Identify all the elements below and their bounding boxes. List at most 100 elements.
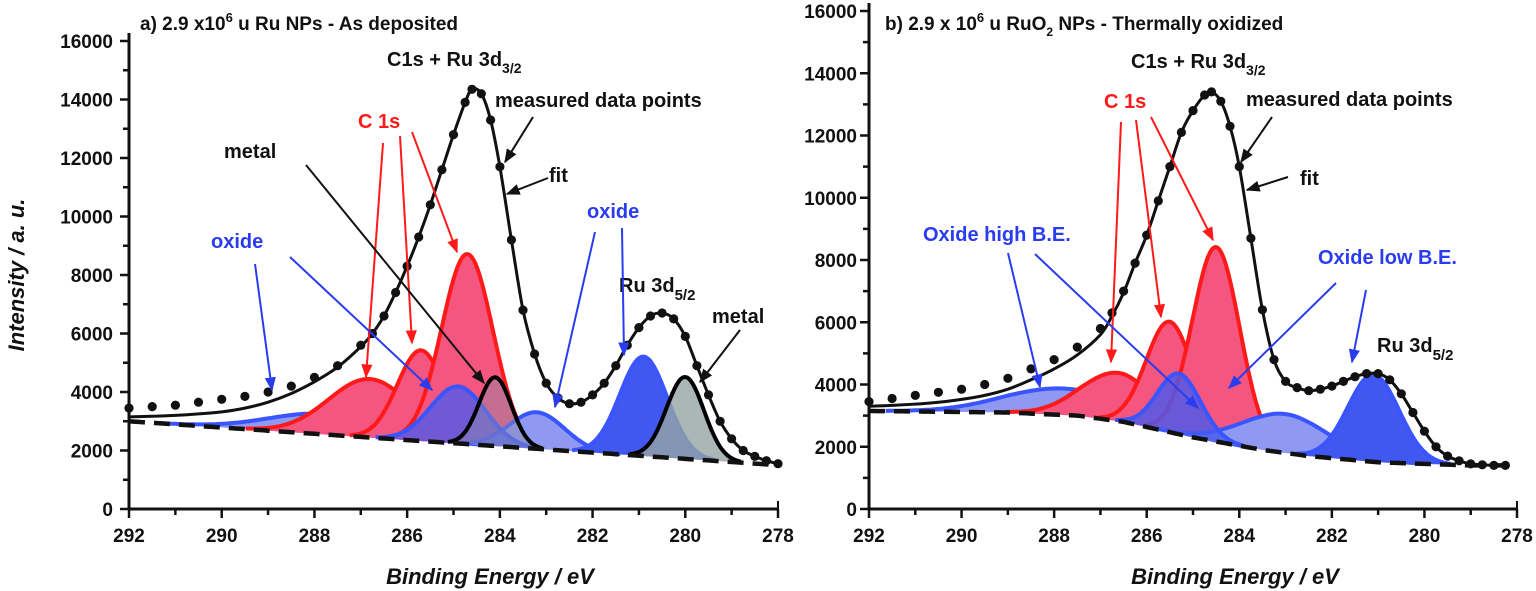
measured-data-point xyxy=(1216,96,1226,106)
y-tick-label: 16000 xyxy=(60,32,113,53)
measured-data-point xyxy=(333,361,343,371)
y-tick-label: 6000 xyxy=(815,313,857,334)
measured-data-point xyxy=(645,311,656,321)
panel-a-label-fit: fit xyxy=(549,165,568,187)
annotation-arrow xyxy=(1105,121,1122,364)
measured-data-point xyxy=(727,434,737,444)
measured-data-point xyxy=(356,340,366,350)
panel-a-label-measured: measured data points xyxy=(495,90,702,112)
measured-data-point xyxy=(1072,342,1082,352)
y-tick-label: 12000 xyxy=(804,127,857,148)
panel-b-text: b) 2.9 x 106 u RuO2 NPs - Thermally oxid… xyxy=(885,10,1457,589)
x-tick-label: 286 xyxy=(1131,526,1163,547)
y-tick-label: 14000 xyxy=(804,64,857,85)
measured-data-point xyxy=(738,445,748,456)
measured-data-point xyxy=(1419,426,1429,436)
measured-data-point xyxy=(286,381,296,391)
measured-data-point xyxy=(1338,376,1348,386)
measured-data-point xyxy=(761,456,772,466)
measured-data-point xyxy=(414,232,424,242)
measured-data-point xyxy=(1257,305,1267,315)
measured-data-point xyxy=(217,394,227,404)
measured-data-point xyxy=(1350,372,1360,382)
panel-a-label-c1s: C 1s xyxy=(358,111,400,133)
measured-data-point xyxy=(564,399,575,409)
annotation-arrow xyxy=(289,256,434,391)
measured-data-point xyxy=(240,391,250,401)
x-tick-label: 292 xyxy=(113,526,145,547)
y-tick-label: 6000 xyxy=(71,325,113,346)
measured-data-point xyxy=(1489,460,1499,470)
panel-b-title: b) 2.9 x 106 u RuO2 NPs - Thermally oxid… xyxy=(885,10,1283,39)
measured-data-point xyxy=(657,308,667,318)
measured-data-point xyxy=(1095,323,1105,334)
y-tick-label: 12000 xyxy=(60,149,113,170)
measured-data-point xyxy=(887,393,897,404)
component-outline-oxide xyxy=(375,384,541,451)
x-tick-label: 282 xyxy=(1316,526,1348,547)
component-fill-c-1s xyxy=(390,254,545,450)
y-tick-label: 0 xyxy=(102,500,113,521)
y-axis-title: Intensity / a. u. xyxy=(4,199,29,352)
measured-data-point xyxy=(1206,87,1217,97)
measured-data-point xyxy=(391,287,401,298)
panel-b-label-oxide-high: Oxide high B.E. xyxy=(923,224,1071,246)
measured-data-point xyxy=(1477,460,1487,470)
measured-data-point xyxy=(576,397,586,407)
x-tick-label: 282 xyxy=(577,526,609,547)
y-tick-label: 10000 xyxy=(804,189,857,210)
measured-data-point xyxy=(1107,308,1117,318)
measured-data-point xyxy=(1225,121,1235,131)
x-tick-label: 278 xyxy=(1501,526,1533,547)
panel-b-plot: 292 290 288 286 284 282 280 278 0 2000 4000 6000 800… xyxy=(804,2,1533,547)
measured-data-point xyxy=(437,165,447,175)
panel-a-x-axis-title: Binding Energy / eV xyxy=(386,564,596,589)
panel-b-label-c1s-ru3d32: C1s + Ru 3d3/2 xyxy=(1131,51,1266,78)
measured-data-point xyxy=(1454,456,1464,466)
measured-data-point xyxy=(448,130,459,140)
measured-data-point xyxy=(1269,355,1279,365)
x-tick-label: 286 xyxy=(391,526,423,547)
measured-data-point xyxy=(1165,162,1175,172)
x-tick-label: 292 xyxy=(853,526,885,547)
annotation-arrow xyxy=(1150,116,1214,242)
measured-data-point xyxy=(1304,386,1314,396)
measured-data-point xyxy=(1119,286,1129,296)
measured-data-point xyxy=(1362,369,1372,379)
measured-data-point xyxy=(379,311,389,321)
annotation-arrow xyxy=(505,177,549,195)
measured-data-point xyxy=(193,397,204,407)
measured-data-point xyxy=(541,378,551,388)
measured-data-point xyxy=(669,314,679,324)
x-tick-label: 280 xyxy=(669,526,701,547)
annotation-arrow xyxy=(699,329,741,384)
annotation-arrow xyxy=(552,231,596,409)
annotation-arrow xyxy=(1034,253,1200,409)
component-fill-metal xyxy=(629,377,741,463)
panel-a-label-ru3d52: Ru 3d5/2 xyxy=(619,275,695,304)
annotation-arrow xyxy=(618,227,630,357)
measured-data-point xyxy=(750,451,760,461)
measured-data-point xyxy=(147,402,157,412)
y-tick-label: 2000 xyxy=(71,442,113,463)
measured-data-point xyxy=(1246,233,1256,243)
measured-data-point xyxy=(1396,389,1406,399)
annotation-arrow xyxy=(254,263,276,392)
y-tick-label: 8000 xyxy=(71,266,113,287)
x-tick-label: 284 xyxy=(1223,526,1255,547)
measured-data-point xyxy=(476,89,486,99)
component-outline-metal xyxy=(447,375,544,451)
annotation-arrow xyxy=(1228,282,1337,389)
measured-data-point xyxy=(1385,375,1395,385)
measured-data-point xyxy=(1281,376,1291,386)
panel-a-text: a) 2.9 x106 u Ru NPs - As deposited C1s … xyxy=(4,10,764,589)
measured-data-point xyxy=(1500,460,1510,470)
measured-data-point xyxy=(1142,230,1152,240)
measured-data-point xyxy=(506,235,516,245)
measured-data-point xyxy=(773,459,783,469)
component-outline-metal xyxy=(629,375,742,464)
measured-data-point xyxy=(1049,355,1059,365)
measured-data-point xyxy=(1292,383,1302,393)
annotation-arrow xyxy=(399,135,417,345)
x-tick-label: 290 xyxy=(946,526,978,547)
